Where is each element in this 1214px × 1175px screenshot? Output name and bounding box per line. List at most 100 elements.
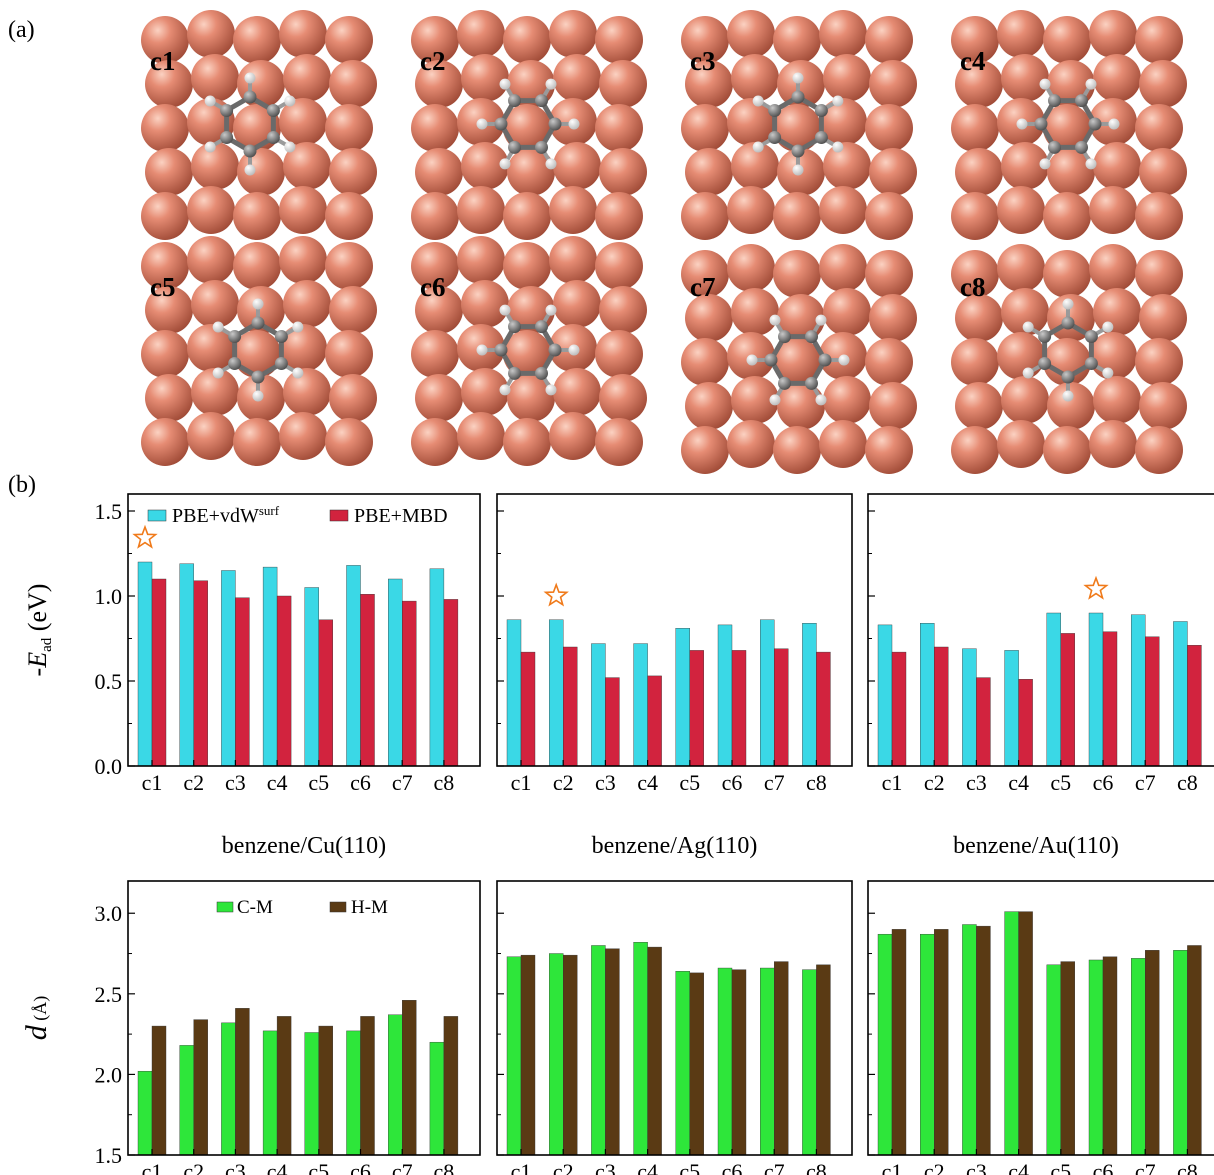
- bar-series-2: [976, 925, 991, 1156]
- y-tick-label: 1.5: [95, 1143, 123, 1168]
- x-tick-label: c1: [511, 1159, 532, 1175]
- bar-series-2: [520, 651, 536, 767]
- metal-atom: [1001, 376, 1049, 424]
- structure-c6: c6: [411, 236, 647, 466]
- hydrogen-atom: [212, 321, 224, 333]
- bar-series-2: [1060, 633, 1076, 767]
- metal-atom: [141, 16, 189, 64]
- x-tick-label: c4: [267, 1159, 288, 1175]
- metal-atom: [997, 332, 1045, 380]
- carbon-atom: [251, 316, 265, 330]
- x-tick-label: c5: [1050, 770, 1071, 795]
- legend-swatch-h-m: [329, 901, 347, 913]
- metal-atom: [553, 280, 601, 328]
- metal-atom: [1135, 250, 1183, 298]
- bar-series-1: [506, 619, 522, 767]
- metal-atom: [237, 286, 285, 334]
- chart-Eads-Ag: c1 c2 c3 c4 c5 c6 c7 c8 benzene/Ag(110): [496, 493, 853, 859]
- panel-label-a: (a): [8, 17, 35, 43]
- bar-series-2: [402, 1000, 417, 1156]
- hydrogen-atom: [568, 118, 580, 130]
- x-tick-label: c2: [183, 1159, 204, 1175]
- hydrogen-atom: [1102, 321, 1114, 333]
- bar-series-1: [346, 1030, 361, 1156]
- x-tick-label: c7: [764, 770, 785, 795]
- bar-series-2: [193, 580, 208, 767]
- plot-frame: [496, 493, 853, 767]
- bar-series-1: [920, 933, 935, 1156]
- metal-atom: [1139, 294, 1187, 342]
- metal-atom: [681, 16, 729, 64]
- metal-atom: [233, 192, 281, 240]
- metal-atom: [1139, 148, 1187, 196]
- metal-atom: [279, 324, 327, 372]
- adsorption-structures: c1 c2 c3 c4 c5 c6 c7 c8: [141, 10, 1187, 474]
- plot-frame: [867, 493, 1214, 767]
- hydrogen-atom: [769, 394, 781, 406]
- structure-label: c8: [960, 272, 985, 302]
- metal-atom: [1093, 376, 1141, 424]
- metal-atom: [141, 192, 189, 240]
- metal-atom: [191, 54, 239, 102]
- y-axis-label: -Ead (eV): [23, 584, 55, 677]
- metal-atom: [507, 374, 555, 422]
- x-tick-label: c4: [1008, 1159, 1029, 1175]
- bar-series-1: [675, 971, 690, 1156]
- metal-atom: [325, 418, 373, 466]
- metal-atom: [599, 374, 647, 422]
- hydrogen-atom: [292, 321, 304, 333]
- bar-series-2: [235, 1008, 250, 1156]
- bar-series-2: [934, 929, 949, 1156]
- metal-atom: [145, 374, 193, 422]
- x-tick-label: c7: [1135, 1159, 1156, 1175]
- metal-atom: [997, 244, 1045, 292]
- bar-series-2: [235, 597, 250, 767]
- bar-series-2: [1102, 956, 1118, 1156]
- structure-label: c4: [960, 46, 985, 76]
- hydrogen-atom: [1039, 78, 1051, 90]
- metal-atom: [457, 412, 505, 460]
- metal-atom: [549, 412, 597, 460]
- plot-frame: [496, 880, 853, 1156]
- metal-atom: [951, 338, 999, 386]
- bar-series-1: [388, 578, 403, 767]
- bar-series-2: [731, 650, 747, 767]
- metal-atom: [283, 142, 331, 190]
- legend-label-pbe-vdw: PBE+vdWsurf: [172, 503, 280, 528]
- metal-atom: [1043, 16, 1091, 64]
- metal-atom: [283, 280, 331, 328]
- structure-c2: c2: [411, 10, 647, 240]
- metal-atom: [727, 98, 775, 146]
- metal-atom: [503, 104, 551, 152]
- substrate-label: benzene/Ag(110): [592, 833, 758, 859]
- bar-series-1: [1130, 614, 1146, 767]
- bar-series-2: [1102, 631, 1118, 767]
- metal-atom: [1089, 420, 1137, 468]
- metal-atom: [141, 330, 189, 378]
- legend-swatch-pbe-mbd: [329, 509, 349, 522]
- metal-atom: [773, 16, 821, 64]
- metal-atom: [869, 60, 917, 108]
- bar-series-2: [151, 578, 167, 767]
- metal-atom: [329, 60, 377, 108]
- metal-atom: [1043, 338, 1091, 386]
- x-tick-label: c5: [308, 770, 329, 795]
- metal-atom: [187, 186, 235, 234]
- metal-atom: [503, 192, 551, 240]
- metal-atom: [599, 60, 647, 108]
- metal-atom: [1135, 192, 1183, 240]
- metal-atom: [325, 16, 373, 64]
- carbon-atom: [220, 131, 234, 144]
- x-tick-label: c6: [1093, 1159, 1114, 1175]
- metal-atom: [283, 54, 331, 102]
- hydrogen-atom: [1062, 390, 1074, 402]
- substrate-label: benzene/Au(110): [953, 833, 1119, 859]
- metal-atom: [1047, 148, 1095, 196]
- x-tick-label: c4: [267, 770, 288, 795]
- x-tick-label: c1: [142, 770, 163, 795]
- metal-atom: [1139, 382, 1187, 430]
- metal-atom: [187, 324, 235, 372]
- structure-label: c2: [420, 46, 445, 76]
- y-tick-label: 1.0: [95, 584, 123, 609]
- metal-atom: [233, 16, 281, 64]
